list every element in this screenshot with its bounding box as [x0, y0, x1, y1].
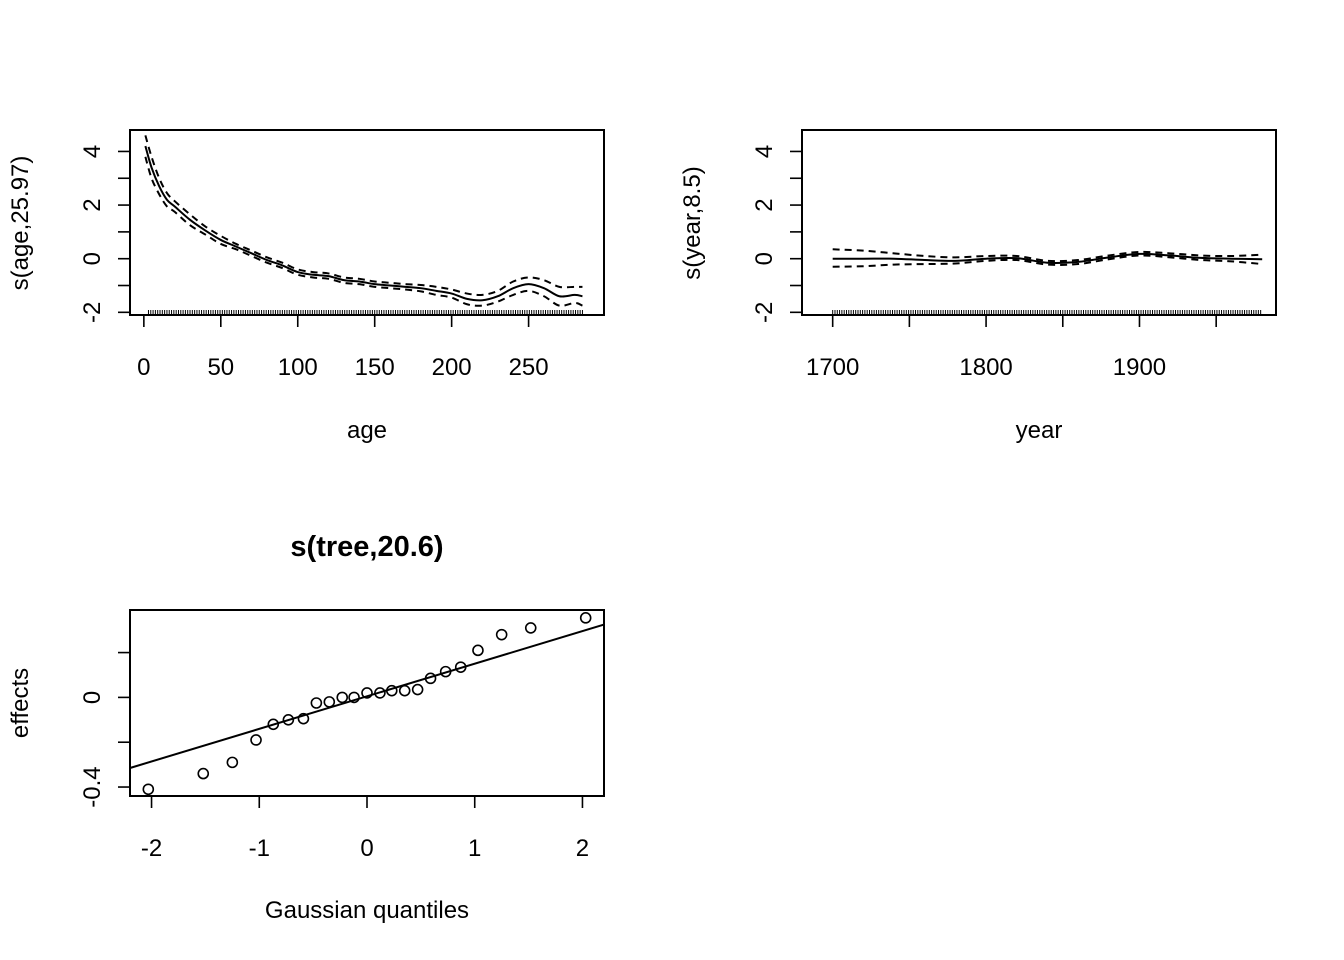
y-tick-label: 4 — [79, 145, 106, 158]
y-tick-label: -2 — [751, 302, 778, 323]
x-tick-label: 0 — [137, 354, 150, 381]
rug-marks — [147, 310, 583, 315]
qq-point — [454, 661, 467, 673]
x-tick-label: 1 — [468, 835, 481, 862]
qq-point — [297, 712, 310, 725]
confidence-band-upper — [832, 248, 1263, 263]
qq-point — [348, 691, 360, 704]
x-tick-label: 1800 — [959, 354, 1012, 381]
qq-point — [385, 684, 398, 697]
qq-point — [250, 734, 262, 746]
qq-point — [472, 644, 484, 657]
qq-point — [323, 696, 336, 708]
x-tick-label: 250 — [509, 354, 549, 381]
x-axis-label: age — [347, 417, 387, 444]
qq-point — [424, 672, 437, 685]
x-tick-label: -2 — [141, 835, 162, 862]
y-axis-label: s(year,8.5) — [679, 166, 706, 279]
y-tick-label: 2 — [79, 198, 106, 211]
plot-frame — [801, 129, 1277, 316]
qq-point — [579, 612, 592, 624]
smooth-fit-line — [832, 252, 1263, 264]
y-tick-label: 0 — [79, 252, 106, 265]
qq-point — [197, 767, 210, 780]
qq-point — [310, 697, 323, 709]
confidence-band-lower — [144, 156, 583, 307]
qq-point — [336, 691, 349, 704]
qq-point — [439, 665, 452, 678]
y-tick-label: 0 — [751, 252, 778, 265]
smooth-fit-line — [144, 145, 583, 302]
x-tick-label: 100 — [278, 354, 318, 381]
qq-point — [374, 687, 386, 699]
x-tick-label: 2 — [576, 835, 589, 862]
x-axis-label: year — [1016, 417, 1063, 444]
qq-point — [361, 687, 373, 699]
panel-age-smooth: age s(age,25.97) 0 50 100 150 200 250 -2 0 2 4 — [7, 129, 605, 444]
qq-point — [524, 622, 537, 634]
qq-point — [267, 718, 280, 731]
y-tick-label: 0 — [79, 691, 106, 704]
y-axis-label: s(age,25.97) — [7, 156, 34, 291]
y-axis-label: effects — [7, 668, 34, 738]
x-tick-label: -1 — [249, 835, 270, 862]
qq-point — [282, 714, 295, 726]
qq-point — [398, 684, 411, 697]
qq-point — [226, 756, 239, 769]
x-tick-label: 200 — [432, 354, 472, 381]
y-tick-label: 2 — [751, 198, 778, 211]
confidence-band-upper — [144, 135, 583, 296]
x-tick-label: 0 — [360, 835, 373, 862]
qq-point — [411, 683, 424, 696]
x-tick-label: 50 — [207, 354, 234, 381]
y-tick-label: -0.4 — [79, 766, 106, 807]
plot-frame — [129, 129, 605, 316]
plot-frame — [129, 609, 605, 797]
qq-point — [142, 783, 155, 796]
chart-title: s(tree,20.6) — [290, 531, 443, 563]
x-tick-label: 1700 — [806, 354, 859, 381]
qq-reference-line — [129, 623, 605, 769]
x-tick-label: 1900 — [1113, 354, 1166, 381]
panel-tree-qq: s(tree,20.6) Gaussian quantiles effects … — [7, 531, 605, 924]
panel-year-smooth: year s(year,8.5) 1700 1800 1900 -2 0 2 4 — [679, 129, 1277, 444]
qq-point — [495, 628, 508, 641]
x-axis-label: Gaussian quantiles — [265, 897, 469, 924]
rug-marks — [832, 310, 1262, 315]
x-tick-label: 150 — [355, 354, 395, 381]
confidence-band-lower — [832, 254, 1263, 268]
y-tick-label: -2 — [79, 302, 106, 323]
y-tick-label: 4 — [751, 145, 778, 158]
